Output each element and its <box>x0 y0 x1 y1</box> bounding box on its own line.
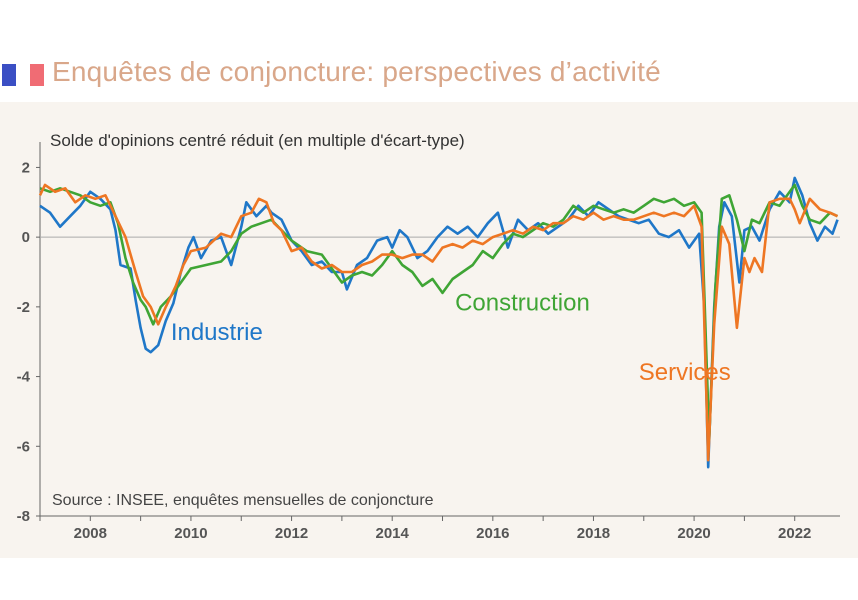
y-tick-label: -6 <box>17 438 30 455</box>
flag-red-stripe <box>30 64 44 86</box>
y-tick-label: -4 <box>17 369 31 386</box>
source-note: Source : INSEE, enquêtes mensuelles de c… <box>52 492 434 509</box>
series-line-construction <box>39 183 839 441</box>
y-axis-title: Solde d'opinions centré réduit (en multi… <box>50 131 465 150</box>
y-tick-label: 2 <box>22 159 30 176</box>
x-tick-label: 2010 <box>174 525 207 542</box>
chart-title: Enquêtes de conjoncture: perspectives d’… <box>52 56 661 87</box>
y-tick-label: -8 <box>17 508 30 525</box>
x-tick-label: 2018 <box>577 525 610 542</box>
flag-blue-stripe <box>2 64 16 86</box>
series-label-services: Services <box>639 359 731 386</box>
x-tick-label: 2014 <box>376 525 410 542</box>
series-label-industrie: Industrie <box>171 319 263 346</box>
x-tick-label: 2022 <box>778 525 811 542</box>
x-tick-label: 2012 <box>275 525 308 542</box>
series-line-services <box>38 183 839 462</box>
y-tick-label: 0 <box>22 229 30 246</box>
x-tick-label: 2008 <box>74 525 107 542</box>
y-tick-label: -2 <box>17 299 30 316</box>
x-tick-label: 2016 <box>476 525 509 542</box>
x-tick-label: 2020 <box>677 525 710 542</box>
series-label-construction: Construction <box>455 289 590 316</box>
